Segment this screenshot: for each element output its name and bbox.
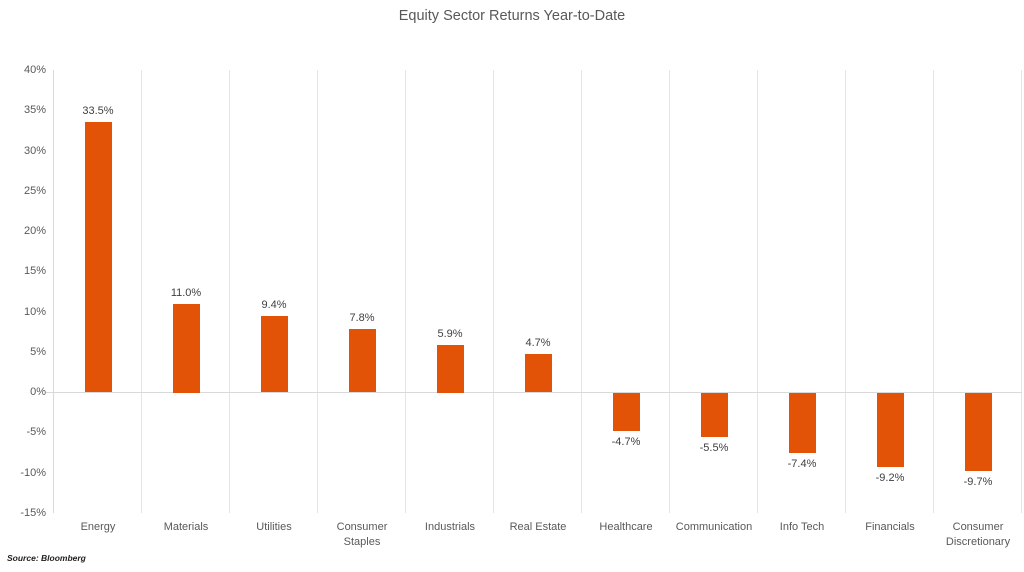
zero-axis-line bbox=[46, 392, 1022, 393]
x-category-label: Utilities bbox=[256, 521, 292, 533]
vertical-gridline bbox=[933, 70, 934, 513]
x-category-label: Energy bbox=[80, 521, 116, 533]
vertical-gridline bbox=[229, 70, 230, 513]
plot-area: 40% 35% 30% 25% 20% 15% 10% 5% 0% -5% -10% -15% 33.… bbox=[20, 64, 1022, 548]
x-category-label: Financials bbox=[865, 521, 915, 533]
bar-value-label: 5.9% bbox=[437, 328, 463, 340]
y-tick-label: 10% bbox=[23, 306, 46, 318]
vertical-gridline bbox=[317, 70, 318, 513]
y-tick-label: -5% bbox=[26, 426, 46, 438]
y-tick-label: 35% bbox=[23, 104, 46, 116]
bar-healthcare bbox=[613, 393, 640, 431]
y-tick-label: 5% bbox=[30, 346, 46, 358]
bar-value-label: 9.4% bbox=[261, 299, 287, 311]
x-category-label: Healthcare bbox=[599, 521, 653, 533]
y-tick-label: 15% bbox=[23, 265, 46, 277]
bar-utilities bbox=[261, 316, 288, 392]
bar-value-label: 11.0% bbox=[170, 287, 202, 299]
vertical-gridline bbox=[845, 70, 846, 513]
bar-value-label: -9.7% bbox=[963, 476, 993, 488]
chart-title: Equity Sector Returns Year-to-Date bbox=[398, 8, 626, 24]
bar-consumer-discretionary bbox=[965, 393, 992, 471]
vertical-gridline bbox=[581, 70, 582, 513]
x-category-label: Industrials bbox=[424, 521, 476, 533]
y-tick-label: 25% bbox=[23, 185, 46, 197]
bar-industrials bbox=[437, 345, 464, 393]
vertical-gridline bbox=[493, 70, 494, 513]
bar-value-label: -4.7% bbox=[611, 436, 641, 448]
bar-financials bbox=[877, 393, 904, 467]
vertical-gridline bbox=[669, 70, 670, 513]
bar-value-label: -5.5% bbox=[699, 442, 729, 454]
bar-consumer-staples bbox=[349, 329, 376, 392]
bar-materials bbox=[173, 304, 200, 393]
bar-value-label: -7.4% bbox=[787, 458, 817, 470]
bar-energy bbox=[85, 122, 112, 392]
y-tick-label: -10% bbox=[20, 467, 46, 479]
vertical-gridline bbox=[141, 70, 142, 513]
bar-value-label: 33.5% bbox=[82, 105, 114, 117]
x-category-label: Materials bbox=[163, 521, 209, 533]
bar-communication bbox=[701, 393, 728, 437]
y-tick-label: 30% bbox=[23, 145, 46, 157]
x-category-label: Consumer Staples bbox=[336, 521, 388, 548]
source-note: Source: Bloomberg bbox=[7, 553, 86, 563]
bar-value-label: 7.8% bbox=[349, 312, 375, 324]
vertical-gridline bbox=[1021, 70, 1022, 513]
y-tick-label: 20% bbox=[23, 225, 46, 237]
bar-real-estate bbox=[525, 354, 552, 392]
y-tick-label: -15% bbox=[20, 507, 46, 519]
x-category-label: Consumer Discretionary bbox=[945, 521, 1011, 548]
x-category-label: Communication bbox=[675, 521, 753, 533]
vertical-gridline bbox=[757, 70, 758, 513]
bar-info-tech bbox=[789, 393, 816, 453]
bar-value-label: 4.7% bbox=[525, 337, 551, 349]
y-tick-label: 40% bbox=[23, 64, 46, 76]
vertical-gridline bbox=[405, 70, 406, 513]
x-category-label: Real Estate bbox=[509, 521, 567, 533]
y-tick-label: 0% bbox=[30, 386, 46, 398]
bar-value-label: -9.2% bbox=[875, 472, 905, 484]
x-category-label: Info Tech bbox=[779, 521, 825, 533]
